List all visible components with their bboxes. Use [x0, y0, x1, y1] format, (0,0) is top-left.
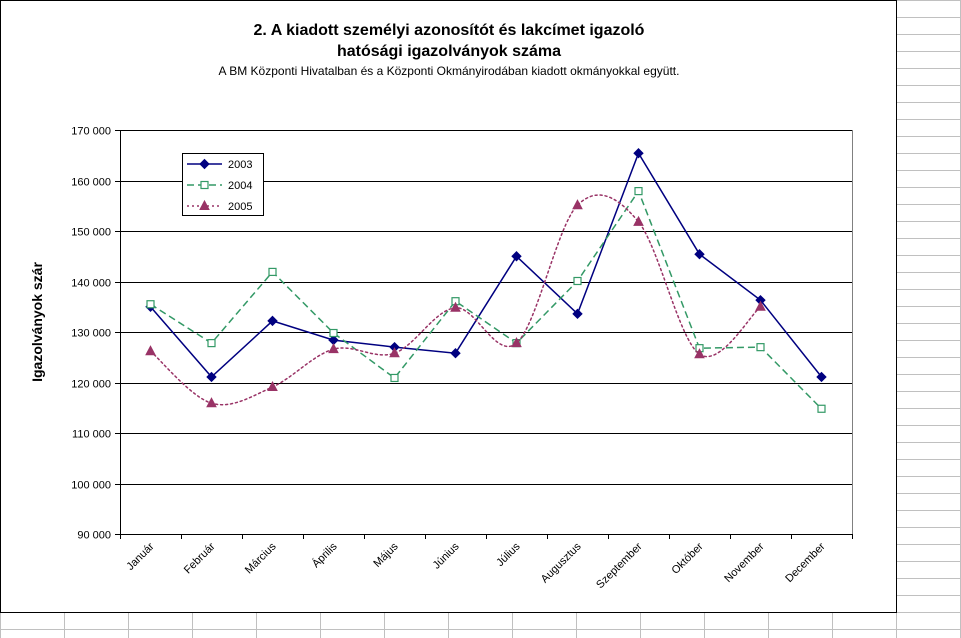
series-2003-point[interactable] — [511, 251, 522, 262]
y-tick-label: 110 000 — [72, 429, 111, 441]
legend-label: 2004 — [228, 180, 252, 192]
chart-title-line-2: hatósági igazolványok száma — [337, 43, 561, 60]
series-2005-point[interactable] — [267, 380, 278, 392]
series-2005-point[interactable] — [145, 345, 156, 356]
legend-entry-2003[interactable]: 2003 — [187, 158, 252, 171]
series-2005-point[interactable] — [389, 347, 400, 358]
data-series[interactable] — [145, 148, 827, 413]
series-2003-point[interactable] — [816, 371, 827, 383]
series-2005-point[interactable] — [694, 348, 705, 359]
series-2004-point[interactable] — [756, 343, 765, 352]
y-tick-label: 170 000 — [71, 126, 111, 138]
series-2003-line[interactable] — [149, 151, 823, 378]
y-tick-label: 140 000 — [71, 278, 111, 290]
series-2004-point[interactable] — [573, 276, 582, 286]
legend-marker[interactable] — [200, 180, 209, 190]
legend-label: 2005 — [228, 201, 252, 213]
series-2004-point[interactable] — [817, 404, 826, 413]
series-2003-point[interactable] — [694, 249, 705, 260]
y-tick-label: 90 000 — [77, 530, 111, 542]
series-2004-point[interactable] — [146, 300, 155, 309]
y-tick-label: 100 000 — [71, 480, 111, 492]
series-2005-point[interactable] — [633, 215, 644, 226]
series-2003-point[interactable] — [572, 308, 583, 320]
legend-marker[interactable] — [199, 199, 210, 210]
series-2004-line[interactable] — [150, 189, 823, 410]
chart-title-line-1: 2. A kiadott személyi azonosítót és lakc… — [254, 22, 645, 39]
y-tick-label: 120 000 — [71, 379, 111, 391]
series-2003-point[interactable] — [633, 148, 644, 159]
series-2005-point[interactable] — [328, 343, 339, 354]
series-2003-point[interactable] — [267, 315, 278, 327]
series-2004-point[interactable] — [390, 373, 399, 383]
series-2005-point[interactable] — [450, 301, 461, 312]
series-2005-point[interactable] — [206, 397, 217, 408]
legend[interactable]: 2003 2004 2005 — [182, 153, 264, 216]
y-axis-ticks: 90 000 100 000 110 000 120 000 130 000 140 00… — [71, 126, 120, 542]
y-tick-label: 160 000 — [71, 177, 111, 189]
series-2004-point[interactable] — [634, 187, 643, 196]
chart-subtitle: A BM Központi Hivatalban és a Központi O… — [219, 64, 680, 78]
series-2005-point[interactable] — [511, 337, 522, 348]
series-2005-point[interactable] — [755, 300, 766, 311]
series-2004-point[interactable] — [268, 267, 277, 277]
series-2004[interactable] — [146, 187, 826, 413]
series-2004-point[interactable] — [329, 328, 338, 338]
legend-entry-2004[interactable]: 2004 — [187, 180, 252, 192]
series-2004-point[interactable] — [207, 339, 216, 348]
series-2005[interactable] — [145, 194, 766, 408]
series-2003-point[interactable] — [450, 348, 461, 359]
y-axis-title: Igazolványok szár — [29, 262, 45, 382]
y-tick-label: 150 000 — [71, 227, 111, 239]
legend-label: 2003 — [228, 159, 252, 171]
legend-entry-2005[interactable]: 2005 — [187, 199, 252, 213]
y-tick-label: 130 000 — [71, 328, 111, 340]
series-2003-point[interactable] — [206, 371, 217, 383]
series-2005-point[interactable] — [572, 199, 583, 210]
legend-marker[interactable] — [199, 158, 210, 170]
series-2005-line[interactable] — [149, 194, 762, 406]
